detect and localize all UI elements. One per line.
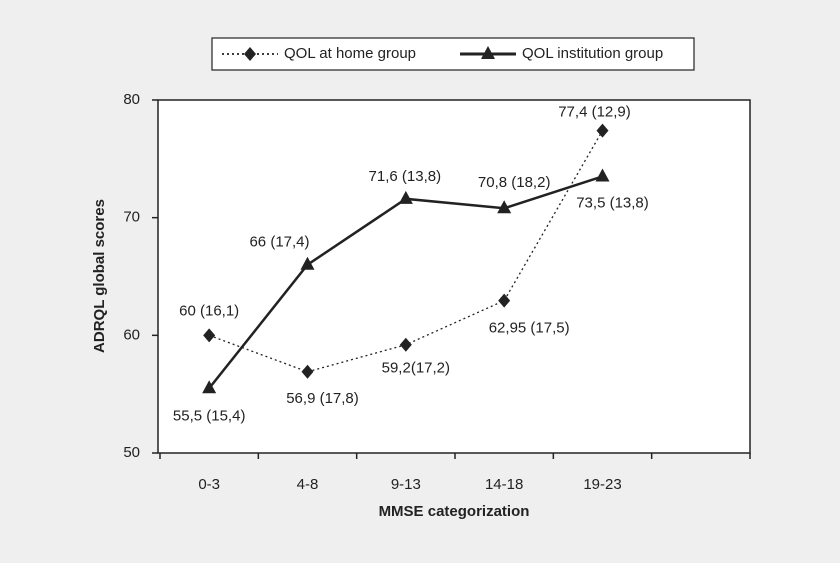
marker: [301, 364, 314, 379]
marker: [497, 200, 512, 214]
marker: [398, 190, 413, 204]
marker: [202, 380, 217, 394]
y-tick-label: 70: [123, 209, 140, 226]
legend-box: [211, 37, 695, 71]
x-axis-title: MMSE categorization: [379, 503, 530, 520]
marker: [300, 256, 315, 270]
y-tick-label: 80: [123, 91, 140, 108]
data-label: 56,9 (17,8): [286, 390, 359, 407]
marker: [399, 337, 412, 352]
data-label: 55,5 (15,4): [173, 407, 246, 424]
legend-label: QOL at home group: [284, 45, 416, 62]
marker: [481, 46, 495, 59]
marker: [498, 293, 511, 308]
x-tick-label: 4-8: [297, 476, 319, 493]
data-label: 60 (16,1): [179, 302, 239, 319]
legend-label: QOL institution group: [522, 45, 663, 62]
data-label: 62,95 (17,5): [489, 320, 570, 337]
data-label: 77,4 (12,9): [558, 104, 631, 121]
x-tick-label: 0-3: [198, 476, 220, 493]
marker: [203, 328, 216, 343]
plot-area: [157, 99, 751, 454]
y-tick-label: 60: [123, 326, 140, 343]
data-label: 71,6 (13,8): [369, 168, 442, 185]
x-tick-label: 19-23: [583, 476, 621, 493]
data-label: 73,5 (13,8): [576, 194, 649, 211]
marker: [595, 168, 610, 182]
x-tick-label: 14-18: [485, 476, 523, 493]
marker: [596, 123, 609, 138]
data-label: 70,8 (18,2): [478, 174, 551, 191]
x-tick-label: 9-13: [391, 476, 421, 493]
marker: [244, 47, 256, 61]
y-axis-title: ADRQL global scores: [91, 199, 108, 353]
data-label: 66 (17,4): [249, 234, 309, 251]
data-label: 59,2(17,2): [382, 360, 450, 377]
y-tick-label: 50: [123, 444, 140, 461]
